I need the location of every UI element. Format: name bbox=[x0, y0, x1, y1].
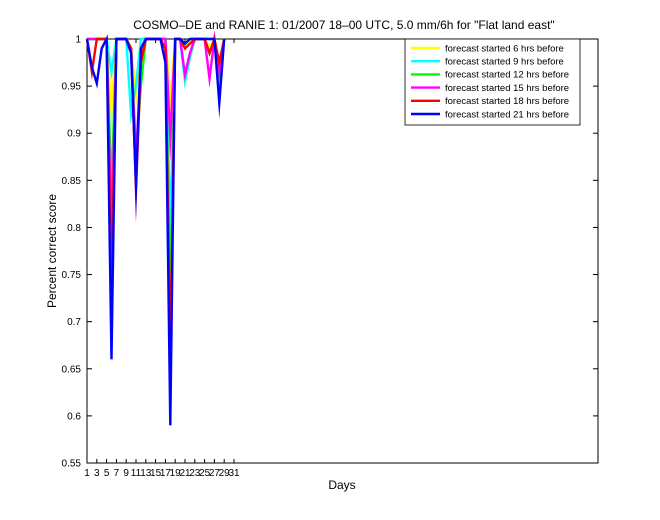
x-tick-label: 5 bbox=[104, 468, 110, 479]
legend-label: forecast started 15 hrs before bbox=[445, 83, 569, 94]
y-tick-label: 0.65 bbox=[62, 364, 82, 375]
x-axis-label: Days bbox=[328, 478, 355, 492]
y-tick-label: 0.6 bbox=[67, 411, 81, 422]
legend-box bbox=[404, 38, 581, 126]
y-axis-label: Percent correct score bbox=[45, 194, 59, 308]
chart-title: COSMO–DE and RANIE 1: 01/2007 18–00 UTC,… bbox=[133, 18, 554, 32]
y-axis-ticks: 0.55 0.6 0.65 0.7 0.75 0.8 0.85 0.9 0.95 1 bbox=[62, 35, 598, 470]
x-tick-label: 9 bbox=[123, 468, 129, 479]
x-tick-label: 29 bbox=[219, 468, 231, 479]
y-tick-label: 0.9 bbox=[67, 129, 81, 140]
legend: forecast started 6 hrs before forecast st… bbox=[404, 38, 581, 126]
x-tick-label: 19 bbox=[170, 468, 182, 479]
x-tick-label: 23 bbox=[189, 468, 201, 479]
y-tick-label: 0.7 bbox=[67, 317, 81, 328]
x-tick-label: 31 bbox=[228, 468, 240, 479]
x-tick-label: 27 bbox=[209, 468, 221, 479]
series-lines bbox=[85, 30, 226, 426]
y-tick-label: 0.75 bbox=[62, 270, 82, 281]
x-tick-label: 7 bbox=[114, 468, 120, 479]
series-line-6 bbox=[85, 34, 226, 426]
y-tick-label: 0.85 bbox=[62, 176, 82, 187]
legend-label: forecast started 6 hrs before bbox=[445, 43, 564, 54]
y-tick-label: 0.55 bbox=[62, 459, 82, 470]
legend-label: forecast started 21 hrs before bbox=[445, 109, 569, 120]
x-tick-label: 13 bbox=[140, 468, 152, 479]
legend-label: forecast started 9 hrs before bbox=[445, 57, 564, 68]
x-tick-label: 3 bbox=[94, 468, 100, 479]
x-tick-label: 11 bbox=[131, 468, 142, 479]
y-tick-label: 1 bbox=[75, 35, 81, 46]
y-tick-label: 0.8 bbox=[67, 223, 81, 234]
y-tick-label: 0.95 bbox=[62, 82, 82, 93]
x-tick-label: 15 bbox=[150, 468, 162, 479]
legend-label: forecast started 18 hrs before bbox=[445, 96, 569, 107]
x-tick-label: 1 bbox=[84, 468, 90, 479]
x-tick-label: 25 bbox=[199, 468, 211, 479]
x-tick-label: 21 bbox=[179, 468, 191, 479]
legend-label: forecast started 12 hrs before bbox=[445, 70, 569, 81]
x-tick-label: 17 bbox=[160, 468, 172, 479]
